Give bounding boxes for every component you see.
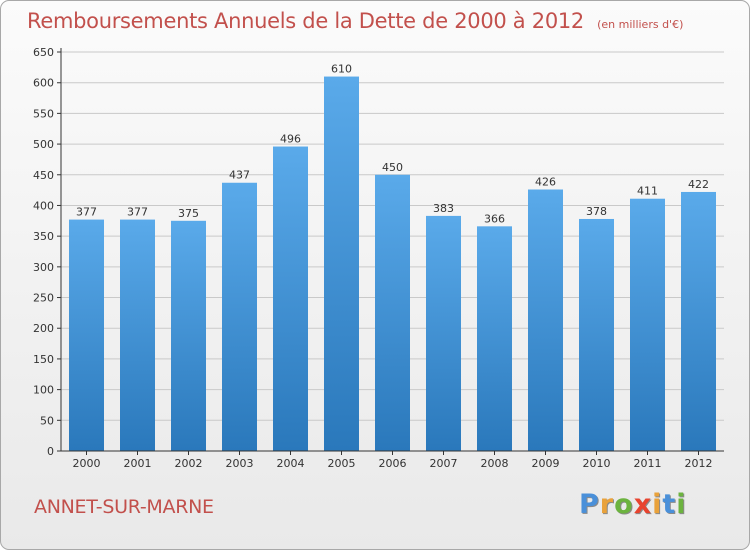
value-label: 437: [229, 169, 250, 182]
axes: [60, 48, 724, 452]
logo-letter: x: [633, 489, 653, 520]
logo-letter: o: [614, 489, 634, 520]
y-tick-label: 200: [33, 322, 54, 335]
x-axis-ticks: 2000 2001 2002 2003 2004 2005 2006 2007 2008 2009…: [73, 451, 713, 470]
x-tick-label: 2008: [481, 457, 509, 470]
x-tick-label: 2003: [226, 457, 254, 470]
value-label: 422: [688, 178, 709, 191]
y-tick-label: 400: [33, 199, 54, 212]
y-tick-label: 550: [33, 107, 54, 120]
value-label: 377: [127, 206, 148, 219]
logo-letter: P: [579, 489, 600, 520]
chart-title: Remboursements Annuels de la Dette de 20…: [27, 9, 584, 33]
value-label: 411: [637, 185, 658, 198]
value-label: 450: [382, 161, 403, 174]
bar: [426, 215, 461, 451]
value-labels: 377 377 375 437 496 610 450 383 366 426 378 411 422: [76, 63, 709, 226]
bar: [579, 218, 614, 451]
x-tick-label: 2011: [634, 457, 662, 470]
x-tick-label: 2000: [73, 457, 101, 470]
bar: [681, 191, 716, 452]
logo-letter: r: [599, 489, 615, 520]
x-tick-label: 2002: [175, 457, 203, 470]
bar: [120, 219, 155, 451]
bar: [273, 146, 308, 452]
city-name: ANNET-SUR-MARNE: [34, 496, 214, 518]
value-label: 383: [433, 202, 454, 215]
x-tick-label: 2012: [685, 457, 713, 470]
y-tick-label: 0: [47, 445, 54, 458]
y-tick-label: 450: [33, 169, 54, 182]
y-tick-label: 350: [33, 230, 54, 243]
x-tick-label: 2001: [124, 457, 152, 470]
bars: [69, 76, 716, 452]
value-label: 377: [76, 206, 97, 219]
bar: [375, 174, 410, 451]
chart-subtitle: (en milliers d'€): [597, 18, 684, 31]
bar: [171, 220, 206, 451]
value-label: 366: [484, 212, 505, 225]
bar: [222, 182, 257, 451]
logo-letter: i: [652, 489, 663, 520]
value-label: 496: [280, 133, 301, 146]
y-tick-label: 250: [33, 292, 54, 305]
bar: [630, 198, 665, 451]
value-label: 426: [535, 176, 556, 189]
bar: [477, 226, 512, 451]
bar: [324, 76, 359, 452]
y-axis-ticks: 0 50 100 150 200 250 300 350 400 450 500 550 600 650: [33, 46, 61, 458]
value-label: 610: [331, 63, 352, 76]
y-tick-label: 600: [33, 77, 54, 90]
x-tick-label: 2005: [328, 457, 356, 470]
logo-letter: t: [662, 489, 677, 520]
chart-title-row: Remboursements Annuels de la Dette de 20…: [27, 9, 683, 33]
x-tick-label: 2009: [532, 457, 560, 470]
value-label: 375: [178, 207, 199, 220]
x-tick-label: 2004: [277, 457, 305, 470]
y-tick-label: 650: [33, 46, 54, 59]
y-tick-label: 100: [33, 384, 54, 397]
y-tick-label: 500: [33, 138, 54, 151]
y-tick-label: 150: [33, 353, 54, 366]
bar: [528, 189, 563, 452]
x-tick-label: 2010: [583, 457, 611, 470]
y-tick-label: 300: [33, 261, 54, 274]
bar: [69, 219, 104, 451]
logo-letter: i: [676, 489, 687, 520]
x-tick-label: 2006: [379, 457, 407, 470]
proxiti-logo: Proxiti: [579, 489, 687, 520]
value-label: 378: [586, 205, 607, 218]
x-tick-label: 2007: [430, 457, 458, 470]
y-tick-label: 50: [40, 414, 54, 427]
